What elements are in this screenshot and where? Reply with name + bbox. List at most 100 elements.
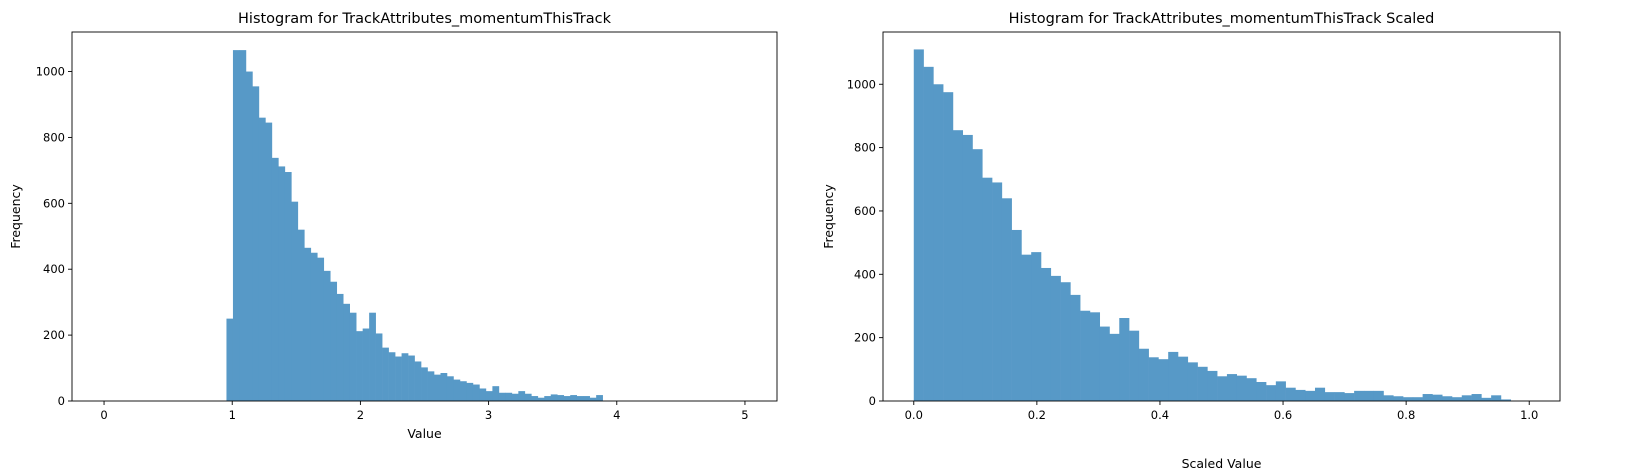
left-histogram-bar [323, 270, 331, 401]
left-histogram-bar [434, 374, 441, 401]
right-histogram-bar [1148, 357, 1159, 401]
left-x-tick-label: 4 [613, 408, 620, 422]
right-histogram-bar [1168, 351, 1179, 401]
left-histogram-bar [596, 395, 603, 401]
left-histogram-bar [492, 386, 500, 401]
left-histogram-bar [544, 396, 552, 401]
right-histogram-bar [1236, 375, 1247, 401]
right-histogram-bar [1217, 376, 1228, 401]
left-histogram-bar [570, 395, 578, 401]
right-x-tick-label: 0.2 [1028, 408, 1046, 422]
right-x-tick-label: 0.6 [1274, 408, 1292, 422]
left-histogram-bar [330, 281, 338, 401]
right-histogram-bar [1295, 389, 1306, 401]
right-y-tick-label: 600 [854, 204, 876, 218]
right-y-axis-label: Frequency [821, 184, 836, 249]
left-histogram-bar [284, 172, 292, 401]
right-histogram-bar [1481, 397, 1492, 401]
right-histogram-bar [1305, 390, 1316, 401]
right-histogram-bar [1031, 252, 1042, 401]
right-histogram-bar [923, 66, 934, 401]
right-histogram-bar [1373, 390, 1384, 401]
left-histogram-bar [576, 396, 584, 401]
left-histogram-bar [440, 373, 448, 401]
right-histogram-bar [1021, 254, 1032, 401]
right-histogram-bar [1109, 333, 1120, 401]
right-histogram-bar [1334, 392, 1345, 401]
left-x-tick-label: 2 [357, 408, 364, 422]
left-histogram-bar [414, 361, 422, 401]
right-histogram-bar [1451, 397, 1463, 401]
right-histogram-bar [982, 177, 993, 401]
left-histogram-bar [362, 328, 370, 401]
left-histogram-bar [408, 355, 415, 401]
left-histogram-bar [310, 252, 318, 401]
left-histogram-bar [563, 396, 571, 401]
right-histogram-bar [1422, 394, 1433, 401]
left-histogram-bar [395, 356, 402, 401]
right-y-tick-label: 0 [869, 394, 876, 408]
left-bars [226, 50, 603, 402]
left-histogram-bar [356, 331, 363, 401]
right-x-axis-label: Scaled Value [1182, 456, 1262, 470]
right-histogram-bar [962, 134, 973, 401]
right-histogram-bar [1187, 362, 1198, 401]
left-histogram-bar [550, 394, 558, 401]
right-histogram-bar [1324, 392, 1335, 401]
left-histogram-bar [265, 122, 273, 401]
left-chart: Histogram for TrackAttributes_momentumTh… [8, 11, 778, 441]
right-histogram-bar [1500, 399, 1512, 401]
right-histogram-bar [972, 149, 983, 401]
left-x-tick-label: 0 [100, 408, 107, 422]
left-histogram-bar [453, 379, 461, 401]
right-histogram-bar [1011, 229, 1022, 401]
left-histogram-bar [369, 312, 376, 401]
left-histogram-bar [382, 347, 389, 401]
left-histogram-bar [258, 117, 266, 401]
left-histogram-bar [498, 392, 506, 401]
left-histogram-bar [583, 396, 590, 401]
right-histogram-bar [1060, 282, 1071, 401]
left-x-axis-label: Value [407, 426, 442, 441]
left-y-tick-label: 0 [58, 394, 65, 408]
right-histogram-bar [1285, 387, 1296, 401]
right-histogram-bar [1119, 318, 1130, 401]
left-chart-title: Histogram for TrackAttributes_momentumTh… [238, 11, 612, 27]
right-histogram-bar [1197, 366, 1208, 401]
right-histogram-bar [1001, 198, 1012, 401]
right-histogram-bar [1442, 396, 1453, 401]
right-histogram-bar [1314, 387, 1326, 401]
right-histogram-bar [1099, 326, 1110, 401]
left-histogram-bar [349, 312, 357, 401]
left-histogram-bar [524, 393, 532, 401]
right-histogram-bar [1432, 394, 1443, 401]
left-histogram-bar [388, 352, 396, 401]
right-histogram-bar [1461, 395, 1472, 401]
right-histogram-bar [1275, 381, 1286, 401]
left-plot-frame [71, 31, 778, 402]
left-histogram-bar [589, 397, 597, 401]
right-plot-frame [882, 31, 1561, 402]
right-histogram-bar [1383, 395, 1394, 401]
left-y-tick-label: 400 [43, 262, 65, 276]
right-histogram-bar [1050, 275, 1061, 401]
right-histogram-bar [1207, 370, 1218, 401]
left-histogram-bar [271, 157, 279, 401]
right-x-tick-label: 0.8 [1397, 408, 1415, 422]
left-histogram-bar [446, 376, 454, 401]
right-histogram-bar [933, 84, 944, 401]
left-histogram-bar [252, 86, 260, 402]
right-histogram-bar [1070, 294, 1081, 401]
right-histogram-bar [913, 49, 924, 402]
left-histogram-bar [511, 393, 519, 401]
right-histogram-bar [1040, 267, 1052, 401]
left-histogram-bar [485, 391, 493, 401]
left-histogram-bar [291, 201, 299, 401]
right-histogram-bar [1177, 356, 1189, 401]
right-histogram-bar [1138, 348, 1149, 401]
right-histogram-bar [1266, 385, 1277, 401]
right-histogram-bar [1344, 393, 1355, 401]
left-histogram-bar [232, 50, 240, 402]
right-y-tick-label: 1000 [847, 77, 876, 91]
